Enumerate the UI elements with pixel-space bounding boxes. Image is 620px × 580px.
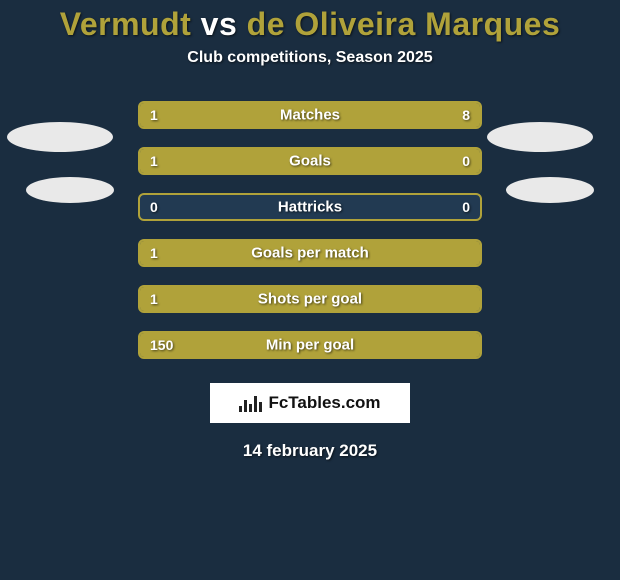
logo-bar [239,406,242,412]
bar-left-fill [140,149,412,173]
bar-label: Goals per match [251,245,369,262]
bar-right-fill [201,103,480,127]
logo-bar [244,400,247,412]
player-shadow-ellipse [506,177,594,203]
player-shadow-ellipse [487,122,593,152]
subtitle: Club competitions, Season 2025 [0,49,620,67]
title-vs: vs [201,6,238,42]
stat-row: Matches 1 8 [138,101,482,129]
stat-row: Shots per goal 1 [138,285,482,313]
comparison-canvas: Vermudt vs de Oliveira Marques Club comp… [0,0,620,580]
player-shadow-ellipse [7,122,113,152]
bar-label: Hattricks [278,199,342,216]
logo-text: FcTables.com [268,393,380,413]
bar-left-value: 1 [150,153,158,169]
bar-left-value: 0 [150,199,158,215]
stat-row: Hattricks 0 0 [138,193,482,221]
stat-row: Goals 1 0 [138,147,482,175]
bar-left-value: 1 [150,107,158,123]
title-player2: de Oliveira Marques [247,6,561,42]
player-shadow-ellipse [26,177,114,203]
bar-label: Matches [280,107,340,124]
bar-right-value: 0 [462,199,470,215]
logo-chart-icon [239,394,262,412]
bar-left-value: 150 [150,337,173,353]
bar-label: Shots per goal [258,291,362,308]
title-player1: Vermudt [60,6,192,42]
logo-bar [259,402,262,412]
logo-bar [249,404,252,412]
stat-row: Min per goal 150 [138,331,482,359]
bar-label: Goals [289,153,331,170]
logo-box: FcTables.com [210,383,410,423]
bar-right-value: 0 [462,153,470,169]
bar-left-value: 1 [150,291,158,307]
bar-right-value: 8 [462,107,470,123]
bar-left-value: 1 [150,245,158,261]
stat-row: Goals per match 1 [138,239,482,267]
date-text: 14 february 2025 [0,441,620,461]
bar-label: Min per goal [266,337,354,354]
page-title: Vermudt vs de Oliveira Marques [0,6,620,43]
logo-bar [254,396,257,412]
